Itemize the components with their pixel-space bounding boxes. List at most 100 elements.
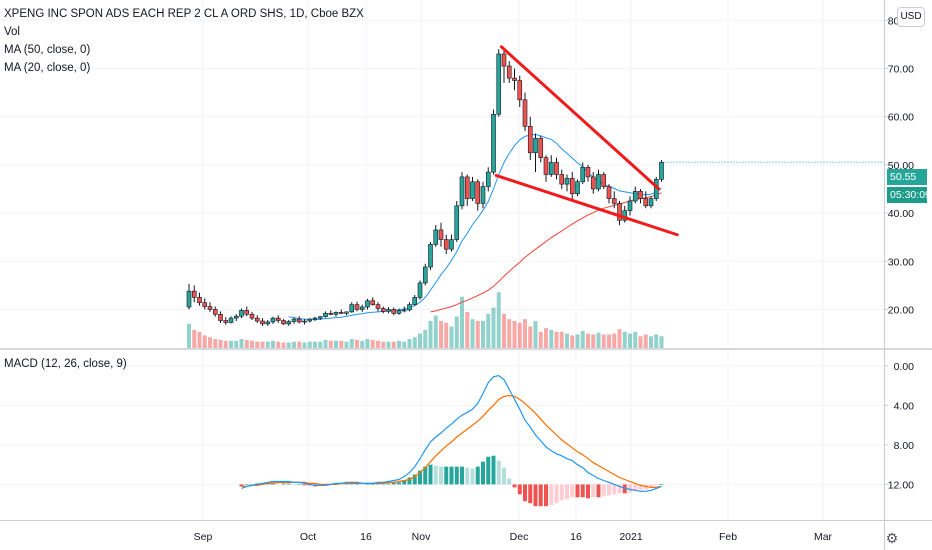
candle xyxy=(501,49,507,83)
candle-body xyxy=(543,157,549,175)
symbol-legend[interactable]: XPENG INC SPON ADS EACH REP 2 CL A ORD S… xyxy=(4,8,364,20)
volume-bar xyxy=(307,341,312,348)
candle xyxy=(590,172,596,194)
volume-bar xyxy=(565,333,569,348)
candle-body xyxy=(365,300,370,308)
x-tick-label: Nov xyxy=(412,531,431,543)
volume-bar xyxy=(339,340,344,348)
volume-bar xyxy=(349,339,354,348)
volume-bar xyxy=(475,321,480,348)
candle xyxy=(333,311,339,317)
candle xyxy=(449,234,454,252)
candle xyxy=(559,169,565,189)
macd-histogram-bar xyxy=(580,484,585,498)
macd-y-tick-label: 0.00 xyxy=(894,361,915,373)
volume-bar xyxy=(276,341,281,348)
volume-bar xyxy=(559,331,564,348)
candle xyxy=(575,179,580,197)
volume-bar xyxy=(449,326,454,348)
candle xyxy=(202,298,208,310)
candle xyxy=(275,315,281,323)
candle xyxy=(648,196,654,209)
volume-bar xyxy=(512,321,517,348)
candle xyxy=(548,155,554,177)
candle xyxy=(475,179,481,211)
macd-histogram-bar xyxy=(360,484,365,486)
candle xyxy=(659,160,664,182)
volume-bar xyxy=(391,341,396,348)
volume-bar xyxy=(643,334,648,348)
candle xyxy=(365,298,370,310)
volume-legend[interactable]: Vol xyxy=(4,26,20,38)
candle-body xyxy=(275,317,281,321)
candle-body xyxy=(585,166,591,178)
candle-body xyxy=(569,178,575,195)
macd-histogram-bar xyxy=(423,466,428,485)
candle-body xyxy=(386,309,391,312)
y-tick-label: 20.00 xyxy=(888,304,914,316)
candle-body xyxy=(212,309,218,315)
volume-bar xyxy=(517,322,522,348)
volume-bar xyxy=(649,336,653,348)
candle-body xyxy=(370,300,376,305)
volume-bar xyxy=(439,321,443,348)
macd-y-tick-label: 12.00 xyxy=(888,479,914,491)
macd-histogram-bar xyxy=(481,461,485,485)
candle xyxy=(564,174,570,192)
volume-bar xyxy=(313,341,317,348)
macd-legend[interactable]: MACD (12, 26, close, 9) xyxy=(4,358,127,370)
volume-bar xyxy=(433,315,438,348)
volume-bar xyxy=(365,339,370,348)
gear-icon[interactable]: ⚙ xyxy=(885,530,899,546)
candle-body xyxy=(244,310,250,315)
candle-body xyxy=(291,318,297,322)
ma50-line xyxy=(430,192,662,313)
y-tick-label: 60.00 xyxy=(888,112,914,124)
candle xyxy=(517,75,523,108)
candle xyxy=(485,167,491,192)
ma20-legend[interactable]: MA (20, close, 0) xyxy=(4,62,91,74)
volume-bar xyxy=(481,321,485,348)
candle xyxy=(459,172,465,210)
candle-body xyxy=(596,174,601,190)
candle xyxy=(260,318,265,326)
volume-bar xyxy=(302,342,307,348)
macd-histogram-bar xyxy=(523,484,527,502)
candle-body xyxy=(270,317,276,323)
ma50-legend[interactable]: MA (50, close, 0) xyxy=(4,44,91,56)
candle xyxy=(270,316,276,324)
macd-histogram-bar xyxy=(407,477,412,485)
candle xyxy=(417,280,423,300)
volume-bar xyxy=(549,330,554,348)
candle-body xyxy=(312,317,318,320)
candle xyxy=(585,164,591,182)
volume-bar xyxy=(328,340,333,348)
volume-bar xyxy=(407,339,412,348)
candle-body xyxy=(307,318,313,322)
candle xyxy=(249,311,255,321)
volume-bar xyxy=(544,328,548,348)
candle-body xyxy=(564,178,570,185)
candle xyxy=(338,309,344,315)
candle xyxy=(543,155,549,182)
candle xyxy=(512,68,517,91)
candle-body xyxy=(438,229,444,240)
candle-body xyxy=(606,186,612,199)
candle-body xyxy=(464,176,470,199)
candle xyxy=(606,184,612,204)
candle-body xyxy=(375,304,381,309)
candle xyxy=(312,316,318,322)
candle xyxy=(218,311,223,323)
macd-histogram-bar xyxy=(339,484,344,486)
currency-button[interactable]: USD xyxy=(897,7,925,27)
candle-body xyxy=(323,312,328,317)
candle xyxy=(454,201,460,242)
volume-bar xyxy=(208,337,212,348)
macd-histogram-bar xyxy=(565,484,569,500)
candle-body xyxy=(254,317,260,322)
volume-bar xyxy=(370,339,375,348)
candle-body xyxy=(496,53,502,115)
candle-body xyxy=(239,310,244,317)
volume-bar xyxy=(607,334,611,348)
